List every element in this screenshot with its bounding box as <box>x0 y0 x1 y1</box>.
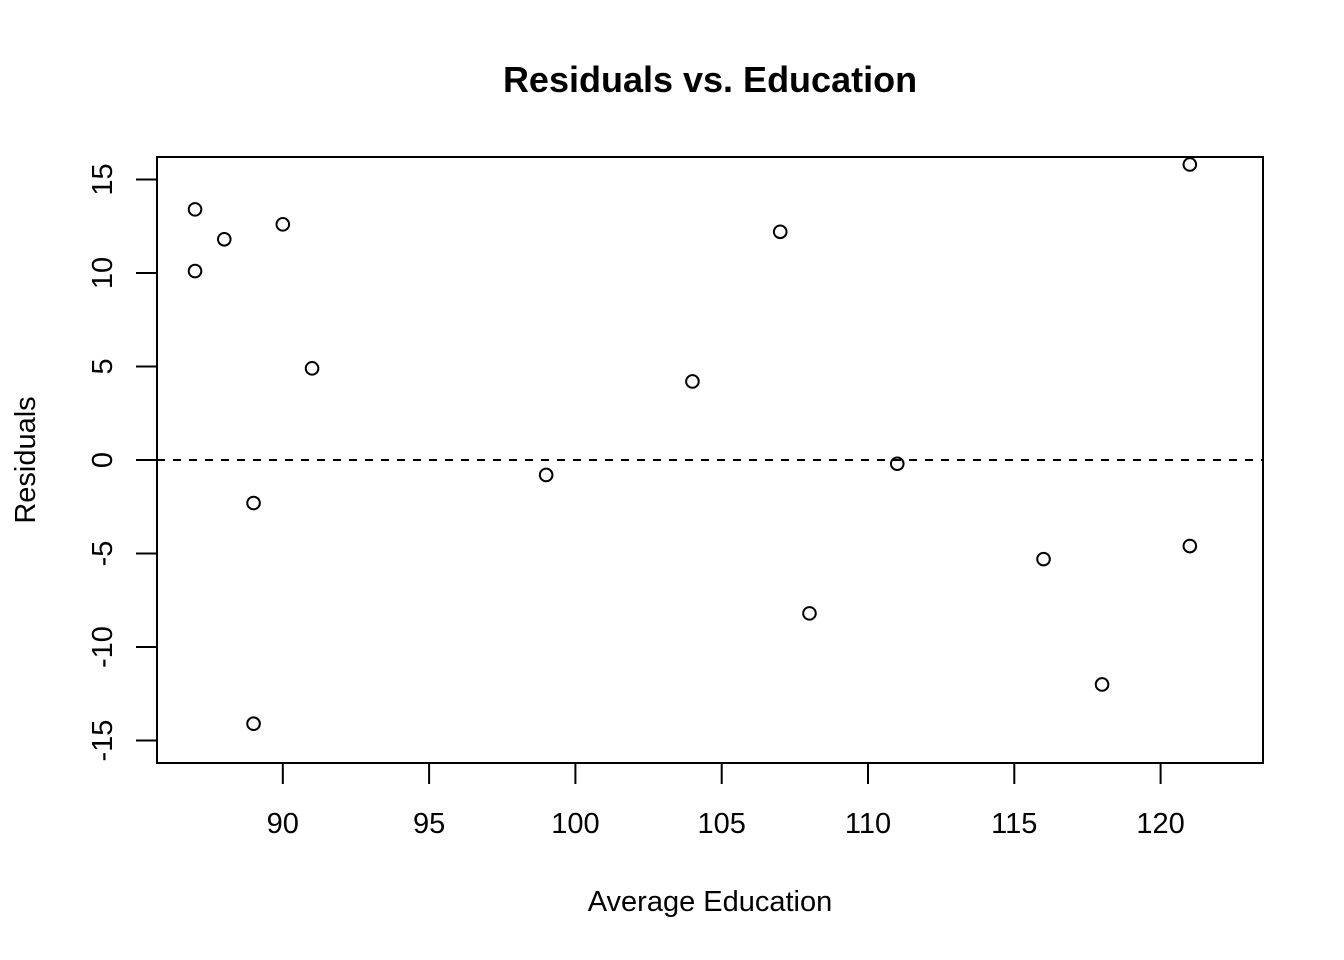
y-axis: -15 -10 -5 0 5 10 15 <box>87 163 158 762</box>
data-point-14 <box>1182 157 1198 172</box>
y-tick-label-2: -5 <box>87 541 119 567</box>
data-point-6 <box>304 361 320 376</box>
y-tick-label-6: 15 <box>87 163 119 195</box>
data-point-12 <box>1036 551 1051 567</box>
chart-title: Residuals vs. Education <box>503 59 917 100</box>
y-tick-label-1: -10 <box>87 626 119 668</box>
y-axis-label: Residuals <box>10 396 42 523</box>
data-point-0 <box>187 202 203 217</box>
y-tick-label-0: -15 <box>87 720 119 762</box>
data-point-5 <box>275 217 291 232</box>
x-tick-label-6: 120 <box>1136 808 1184 840</box>
data-point-1 <box>187 263 203 279</box>
x-tick-label-4: 110 <box>845 808 891 840</box>
data-point-3 <box>246 495 261 511</box>
y-tick-label-3: 0 <box>87 452 119 468</box>
x-tick-label-0: 90 <box>267 808 299 840</box>
data-point-8 <box>685 374 700 389</box>
x-tick-label-3: 105 <box>698 808 746 840</box>
data-point-13 <box>1094 677 1110 692</box>
y-tick-label-5: 10 <box>87 257 119 289</box>
x-tick-label-5: 115 <box>991 808 1037 840</box>
x-axis: 90 95 100 105 110 115 120 <box>267 762 1185 840</box>
data-point-15 <box>1182 538 1198 554</box>
data-point-11 <box>889 456 905 472</box>
x-axis-label: Average Education <box>588 886 833 918</box>
data-point-9 <box>772 224 788 240</box>
data-point-2 <box>216 231 232 247</box>
x-tick-label-1: 95 <box>413 808 445 840</box>
data-point-10 <box>802 606 817 621</box>
data-point-4 <box>246 716 261 732</box>
y-tick-label-4: 5 <box>87 358 119 374</box>
x-tick-label-2: 100 <box>551 808 599 840</box>
data-point-7 <box>538 467 554 483</box>
data-points <box>187 157 1198 732</box>
